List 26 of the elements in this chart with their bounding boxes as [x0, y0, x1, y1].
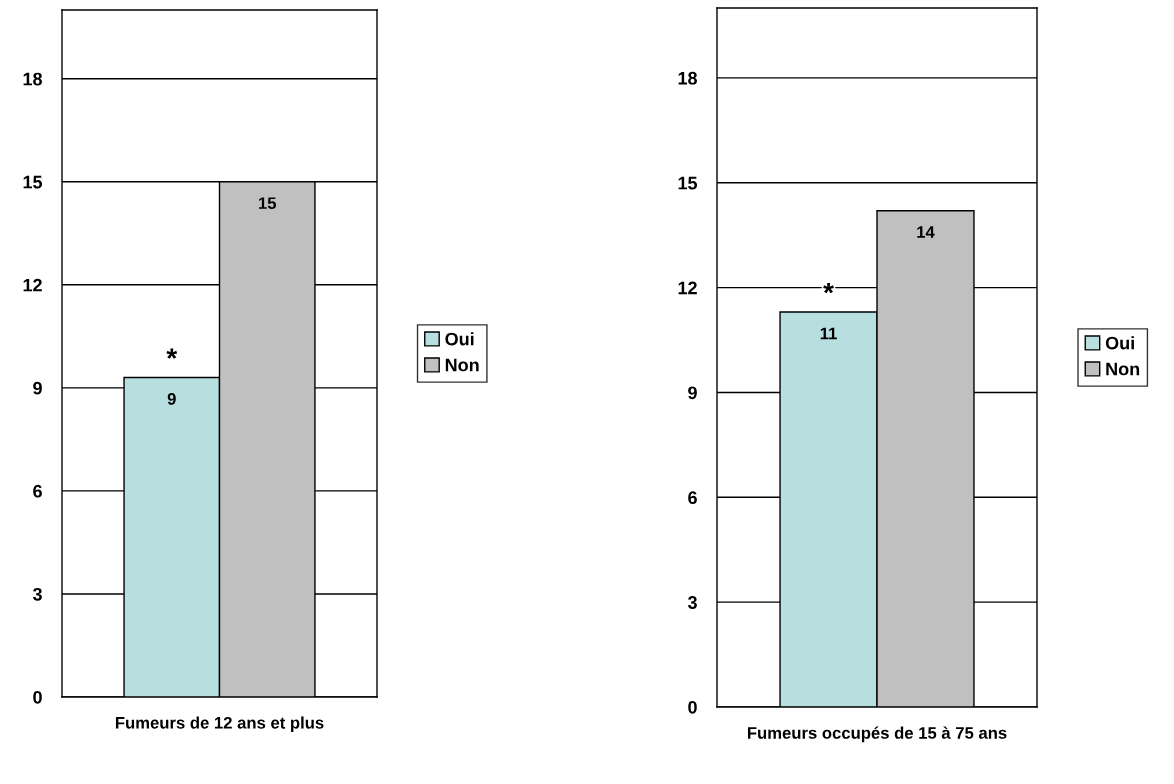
y-tick-label: 9: [33, 381, 42, 395]
data-label: 15: [259, 197, 277, 210]
y-tick-label: 12: [23, 278, 42, 292]
y-tick-label: 12: [678, 281, 697, 295]
y-tick-label: 18: [678, 71, 697, 85]
legend-label: Oui: [445, 332, 474, 346]
x-tick-label: Fumeurs occupés de 15 à 75 ans: [747, 726, 1007, 743]
legend-label: Non: [1106, 362, 1140, 376]
y-tick-label: 0: [33, 690, 42, 704]
annotation: *: [823, 283, 834, 294]
x-tick-label: Fumeurs de 12 ans et plus: [115, 716, 324, 732]
y-tick-label: 0: [688, 700, 697, 714]
y-tick-label: 3: [32, 587, 42, 601]
y-tick-label: 6: [33, 484, 42, 498]
data-label: 14: [917, 226, 935, 238]
data-label: 11: [820, 327, 837, 340]
y-tick-label: 9: [688, 386, 697, 400]
legend-label: Non: [445, 358, 479, 372]
annotation: *: [166, 348, 178, 359]
data-label: 9: [167, 393, 176, 405]
y-tick-label: 15: [678, 176, 698, 190]
y-tick-label: 6: [688, 491, 697, 505]
legend-label: Oui: [1105, 336, 1134, 350]
y-tick-label: 15: [23, 175, 43, 189]
y-tick-label: 3: [687, 596, 697, 609]
y-tick-label: 18: [23, 72, 42, 86]
